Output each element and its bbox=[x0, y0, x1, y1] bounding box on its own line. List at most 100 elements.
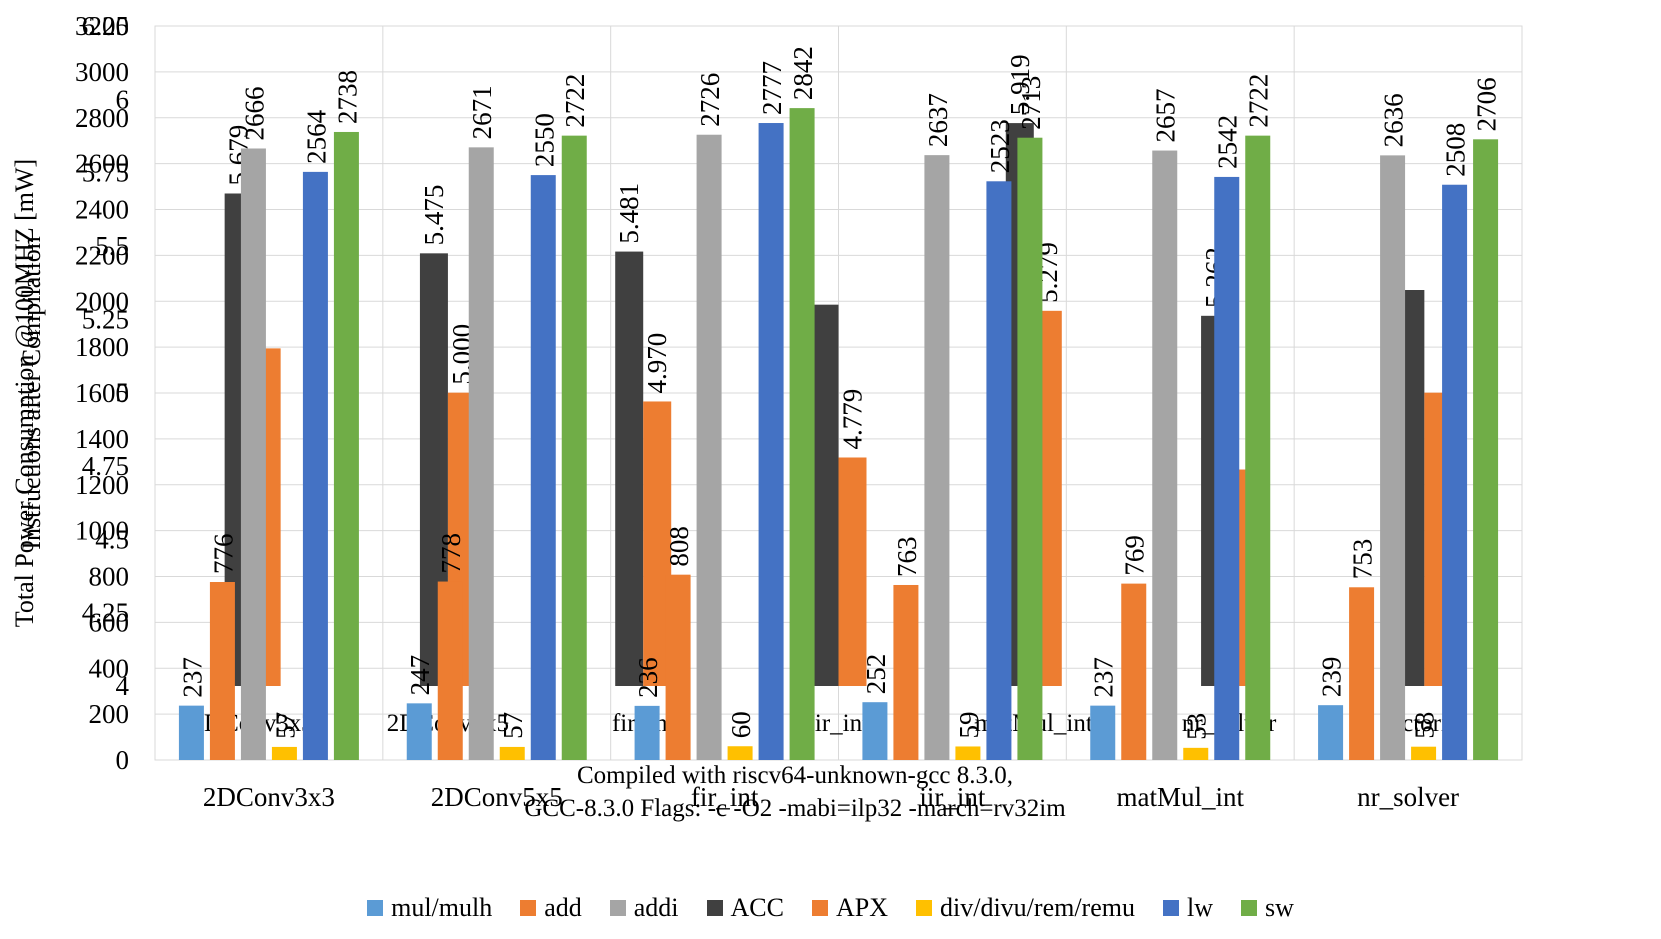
bar-data-label: 2706 bbox=[1472, 77, 1502, 131]
bar-data-label: 57 bbox=[270, 712, 300, 739]
bar-add bbox=[893, 584, 919, 760]
bar-mul-mulh bbox=[634, 705, 660, 760]
y-tick-label: 2600 bbox=[75, 149, 129, 179]
bar-div-divu-rem-remu bbox=[955, 746, 981, 760]
bar-data-label: 236 bbox=[633, 657, 663, 698]
bar-lw bbox=[530, 175, 556, 760]
legend-label-addi: addi bbox=[633, 893, 679, 922]
bar-div-divu-rem-remu bbox=[499, 746, 525, 760]
y-tick-label: 3200 bbox=[75, 11, 129, 41]
secondary-y-tick-label: 5.5 bbox=[95, 231, 129, 261]
x-category-label: fir_int bbox=[691, 782, 759, 812]
legend-swatch-div bbox=[916, 900, 933, 916]
y-tick-label: 400 bbox=[89, 653, 130, 683]
x-category-label: nr_solver bbox=[1357, 782, 1459, 812]
overlay-bar-acc bbox=[810, 304, 839, 686]
bar-add bbox=[209, 582, 235, 760]
bar-mul-mulh bbox=[1318, 705, 1344, 760]
secondary-y-tick-label: 4 bbox=[116, 671, 130, 701]
secondary-y-axis-title: Instructions after Compilation bbox=[17, 236, 46, 549]
bar-data-label: 2671 bbox=[467, 85, 497, 139]
y-tick-label: 2000 bbox=[75, 286, 129, 316]
y-tick-label: 2800 bbox=[75, 103, 129, 133]
bar-addi bbox=[468, 147, 494, 761]
bar-data-label: 2550 bbox=[529, 113, 559, 167]
y-tick-label: 1600 bbox=[75, 378, 129, 408]
secondary-y-tick-label: 5.25 bbox=[82, 304, 129, 334]
legend-item-add: add bbox=[520, 893, 582, 923]
bar-data-label: 2738 bbox=[332, 70, 362, 124]
bar-data-label: 2726 bbox=[695, 73, 725, 127]
secondary-y-tick-label: 6 bbox=[116, 84, 130, 114]
bar-data-label: 2508 bbox=[1441, 123, 1471, 177]
x-category-label: 2DConv3x3 bbox=[203, 782, 335, 812]
bar-lw bbox=[986, 181, 1012, 761]
bar-mul-mulh bbox=[1090, 705, 1116, 760]
bar-div-divu-rem-remu bbox=[1183, 747, 1209, 760]
y-axis-title: Total Power Consumption @100MHZ [mW] bbox=[10, 159, 39, 627]
y-tick-label: 200 bbox=[89, 699, 130, 729]
overlay-bar-acc bbox=[615, 251, 644, 686]
bar-sw bbox=[1473, 139, 1499, 760]
bar-lw bbox=[1214, 176, 1240, 760]
bar-data-label: 237 bbox=[1089, 657, 1119, 698]
legend: mul/mulh add addi ACC APX div/divu/rem/r… bbox=[0, 888, 1661, 928]
overlay-bar-apx bbox=[838, 457, 867, 686]
overlay-data-label: 5.481 bbox=[614, 183, 644, 244]
bar-data-label: 2637 bbox=[923, 93, 953, 147]
bar-sw bbox=[333, 131, 359, 760]
bar-sw bbox=[1245, 135, 1271, 761]
y-tick-label: 1000 bbox=[75, 516, 129, 546]
y-tick-label: 0 bbox=[116, 745, 130, 775]
bar-add bbox=[437, 581, 463, 760]
bar-data-label: 776 bbox=[208, 534, 238, 575]
bar-data-label: 53 bbox=[1182, 713, 1212, 740]
bar-data-label: 753 bbox=[1348, 539, 1378, 580]
bar-lw bbox=[1442, 184, 1468, 761]
bar-addi bbox=[240, 148, 266, 760]
legend-swatch-addi bbox=[609, 900, 626, 916]
secondary-y-tick-label: 5.75 bbox=[82, 158, 129, 188]
bar-data-label: 2842 bbox=[788, 46, 818, 100]
legend-swatch-sw bbox=[1240, 900, 1257, 916]
bar-data-label: 808 bbox=[664, 526, 694, 567]
bar-addi bbox=[1380, 155, 1406, 760]
legend-swatch-lw bbox=[1162, 900, 1179, 916]
x-category-label: iir_int bbox=[919, 782, 985, 812]
y-tick-label: 3000 bbox=[75, 57, 129, 87]
bar-div-divu-rem-remu bbox=[727, 746, 753, 760]
legend-item-lw: lw bbox=[1162, 893, 1213, 923]
legend-item-acc: ACC bbox=[706, 893, 784, 923]
legend-label-sw: sw bbox=[1264, 893, 1294, 922]
secondary-y-tick-label: 5 bbox=[116, 378, 130, 408]
bar-data-label: 2722 bbox=[1244, 74, 1274, 128]
bar-data-label: 2636 bbox=[1379, 93, 1409, 147]
legend-item-addi: addi bbox=[609, 893, 679, 923]
compiler-note-line-1: Compiled with riscv64-unknown-gcc 8.3.0, bbox=[577, 762, 1013, 789]
y-tick-label: 1800 bbox=[75, 332, 129, 362]
x-category-label: 2DConv5x5 bbox=[431, 782, 563, 812]
legend-label-add: add bbox=[544, 893, 582, 922]
bar-data-label: 239 bbox=[1317, 657, 1347, 698]
bar-data-label: 57 bbox=[498, 712, 528, 739]
legend-swatch-mul bbox=[367, 900, 384, 916]
overlay-data-label: 4.970 bbox=[642, 333, 672, 394]
y-tick-label: 600 bbox=[89, 607, 130, 637]
bar-sw bbox=[1017, 137, 1043, 760]
bar-sw bbox=[789, 108, 815, 760]
overlay-category-label: iir_int bbox=[808, 710, 869, 737]
legend-label-apx: APX bbox=[836, 893, 889, 922]
bar-data-label: 58 bbox=[1410, 712, 1440, 739]
bar-data-label: 247 bbox=[405, 655, 435, 696]
bar-sw bbox=[561, 135, 587, 761]
bar-data-label: 60 bbox=[726, 711, 756, 738]
bar-add bbox=[1121, 583, 1147, 760]
overlay-data-label: 4.779 bbox=[838, 389, 868, 450]
y-tick-label: 1200 bbox=[75, 470, 129, 500]
legend-item-div: div/divu/rem/remu bbox=[916, 893, 1135, 923]
bar-mul-mulh bbox=[178, 705, 204, 760]
legend-item-mul: mul/mulh bbox=[367, 893, 492, 923]
x-category-label: matMul_int bbox=[1117, 782, 1245, 812]
